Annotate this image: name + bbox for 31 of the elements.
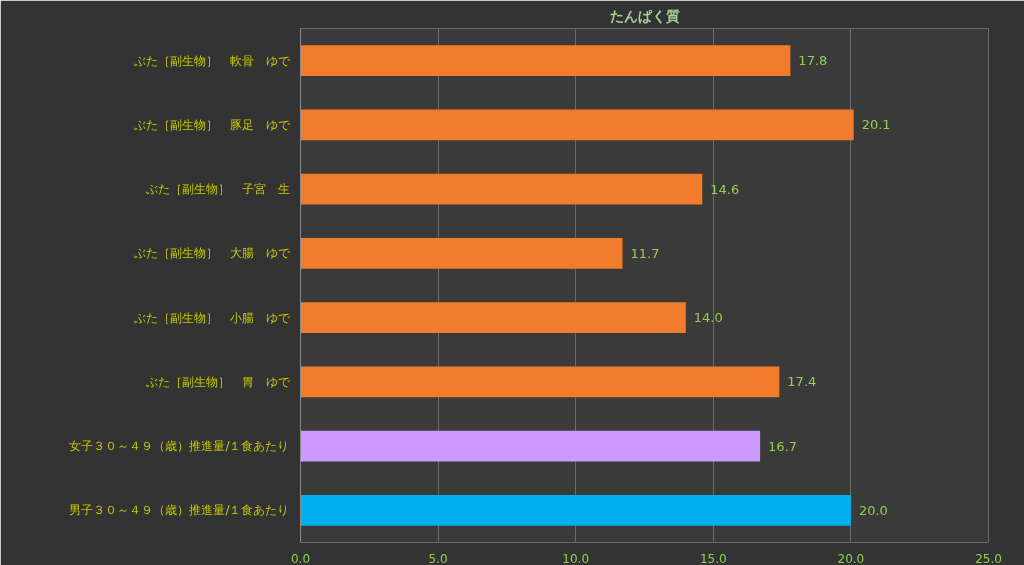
- bar: [300, 237, 623, 269]
- bar: [300, 173, 703, 205]
- x-tick-label: 20.0: [837, 551, 865, 565]
- data-label: 20.0: [858, 502, 888, 518]
- data-label: 20.1: [861, 117, 891, 133]
- data-label: 17.4: [787, 374, 817, 390]
- y-tick-label: 男子３０～４９（歳）推進量/１食あたり: [69, 503, 290, 518]
- bar: [300, 45, 791, 77]
- y-tick-label: ぶた［副生物］ 小腸 ゆで: [133, 310, 291, 325]
- x-tick-label: 10.0: [562, 551, 590, 565]
- bar: [300, 430, 761, 462]
- data-label: 17.8: [798, 53, 828, 69]
- x-tick-label: 0.0: [290, 551, 311, 565]
- bar: [300, 302, 686, 334]
- chart-title: たんぱく質: [609, 7, 680, 24]
- y-tick-label: 女子３０～４９（歳）推進量/１食あたり: [69, 439, 290, 454]
- y-tick-label: ぶた［副生物］ 胃 ゆで: [145, 374, 291, 389]
- bar: [300, 366, 780, 398]
- bar: [300, 109, 854, 141]
- y-tick-label: ぶた［副生物］ 子宮 生: [145, 182, 290, 197]
- y-tick-label: ぶた［副生物］ 大腸 ゆで: [133, 246, 291, 261]
- x-tick-label: 5.0: [428, 551, 448, 565]
- data-label: 16.7: [768, 438, 798, 454]
- x-tick-label: 15.0: [699, 551, 727, 565]
- data-label: 11.7: [630, 245, 660, 261]
- y-tick-label: ぶた［副生物］ 豚足 ゆで: [133, 117, 291, 132]
- data-label: 14.6: [710, 181, 740, 197]
- y-tick-label: ぶた［副生物］ 軟骨 ゆで: [133, 53, 291, 68]
- x-tick-label: 25.0: [975, 551, 1002, 565]
- bar: [300, 494, 851, 526]
- data-label: 14.0: [693, 310, 723, 326]
